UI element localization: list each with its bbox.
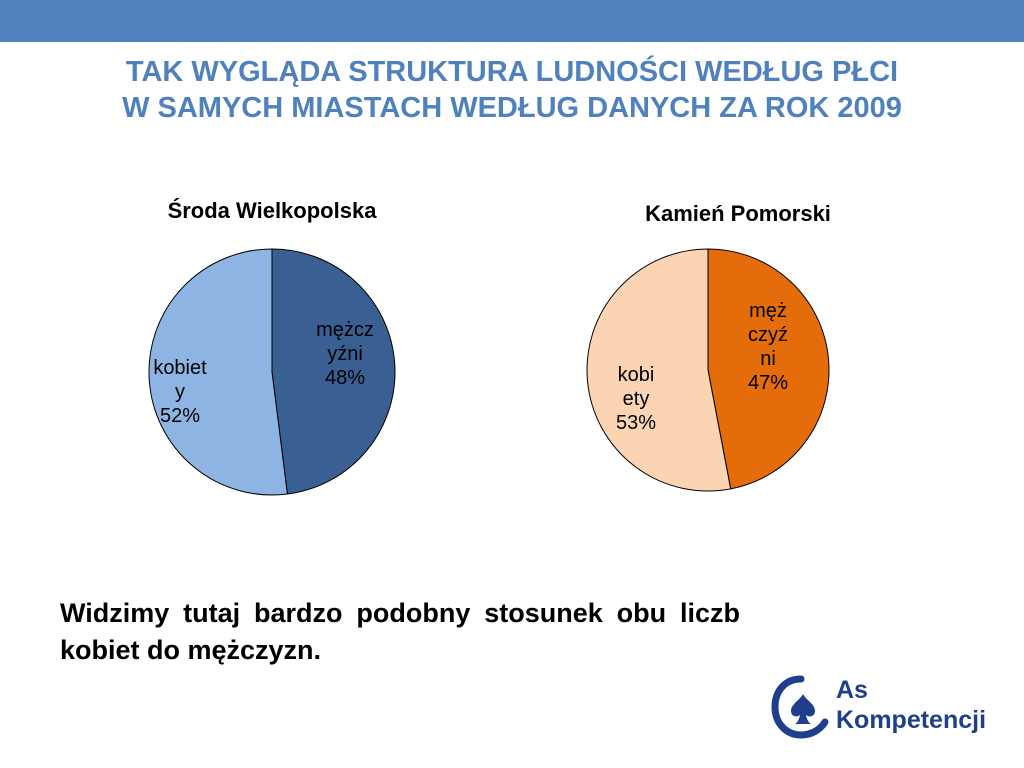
slice-label-line: ni [760,348,776,370]
slide-title: Tak wygląda struktura ludności według pł… [0,54,1024,126]
pie-slice-women-sroda [148,248,288,496]
chart-title-sroda: Środa Wielkopolska [167,198,377,223]
pie-slice-men-kamien [707,248,830,490]
slice-label-line: kobiet [153,357,207,379]
summary-text: Widzimy tutaj bardzo podobny stosunek ob… [60,598,740,665]
slice-label-line: y [175,381,185,403]
slice-label-line: ety [622,388,650,410]
slice-label-line: yźni [327,343,363,365]
slice-label-line: 53% [615,412,657,434]
slice-label-line: męż [749,300,787,322]
logo-text-kompetencji: Kompetencji [836,706,987,734]
slice-label-line: kobi [617,364,655,386]
pie-slice-women-kamien [586,248,732,492]
slice-label-women-sroda: kobiet y 52% [140,356,220,428]
slice-label-line: 47% [747,372,789,394]
pie-chart-sroda [148,248,396,496]
logo: As Kompetencji [770,668,1010,748]
slide-title-line-1: Tak wygląda struktura ludności według pł… [125,56,899,88]
slice-label-line: mężcz [316,319,374,341]
spade-card-icon [771,675,829,739]
chart-title-kamien: Kamień Pomorski [645,201,831,226]
pie-slice-men-sroda [271,248,396,495]
slice-label-line: 48% [324,367,366,389]
slice-label-men-kamien: męż czyź ni 47% [728,299,808,395]
logo-text-as: As [836,676,868,704]
slice-label-line: 52% [159,405,201,427]
slice-label-men-sroda: mężcz yźni 48% [300,318,390,390]
top-accent-bar [0,0,1024,42]
slice-label-women-kamien: kobi ety 53% [596,363,676,435]
pie-chart-kamien [586,248,830,492]
slide-title-line-2: w samych miastach według danych za rok 2… [122,92,902,124]
slice-label-line: czyź [748,324,788,346]
